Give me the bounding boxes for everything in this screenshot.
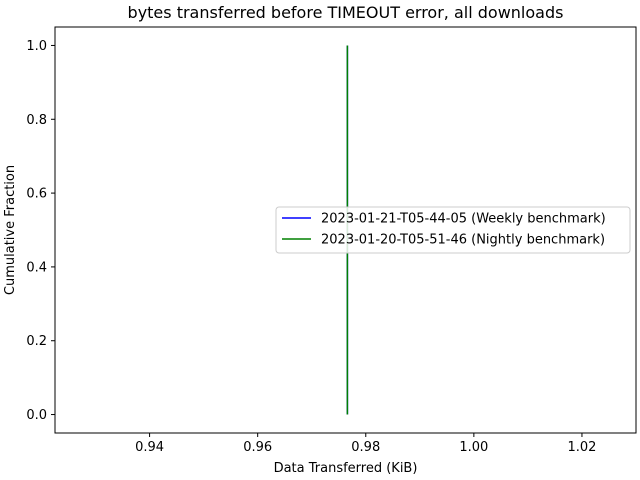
- y-tick-label: 0.6: [26, 187, 47, 202]
- y-axis-label: Cumulative Fraction: [3, 165, 18, 295]
- x-tick-label: 1.00: [459, 440, 488, 455]
- x-tick-label: 1.02: [567, 440, 596, 455]
- axes-frame: [54, 26, 637, 434]
- y-tick-label: 1.0: [26, 39, 47, 54]
- y-tick-label: 0.4: [26, 260, 47, 275]
- y-tick-label: 0.2: [26, 334, 47, 349]
- y-tick-label: 0.0: [26, 408, 47, 423]
- legend-box: [275, 206, 631, 254]
- x-tick-label: 0.96: [243, 440, 272, 455]
- x-tick-label: 0.94: [135, 440, 164, 455]
- legend-label: 2023-01-20-T05-51-46 (Nightly benchmark): [321, 233, 605, 248]
- x-axis: 0.94 0.96 0.98 1.00 1.02: [135, 433, 596, 455]
- x-tick-label: 0.98: [351, 440, 380, 455]
- legend-label: 2023-01-21-T05-44-05 (Weekly benchmark): [321, 212, 606, 227]
- y-tick-label: 0.8: [26, 113, 47, 128]
- y-axis: 0.0 0.2 0.4 0.6 0.8 1.0: [26, 39, 55, 423]
- x-axis-label: Data Transferred (KiB): [274, 461, 418, 476]
- chart-title: bytes transferred before TIMEOUT error, …: [128, 3, 564, 22]
- legend: 2023-01-21-T05-44-05 (Weekly benchmark) 2…: [275, 206, 631, 254]
